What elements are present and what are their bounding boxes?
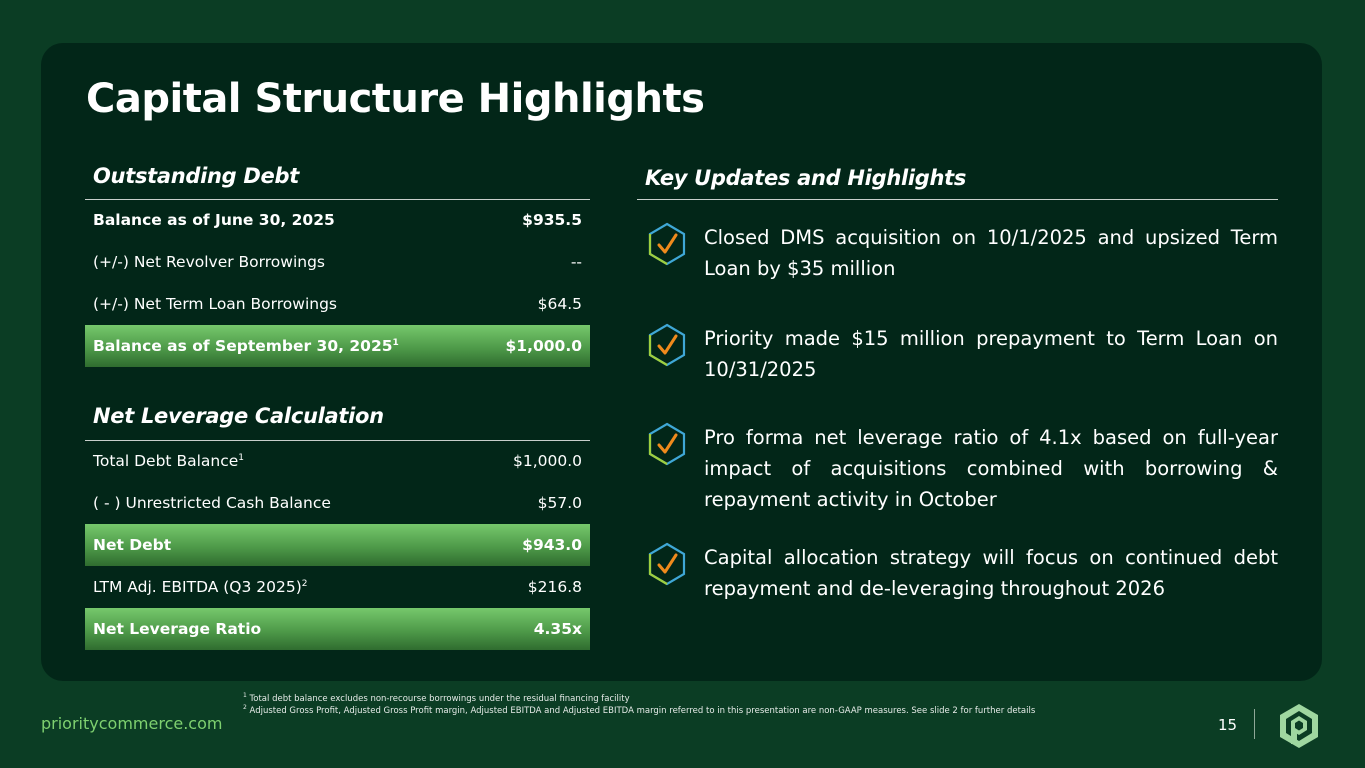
outstanding-debt-heading: Outstanding Debt: [93, 164, 299, 188]
row-value: --: [570, 253, 582, 271]
row-value: $1,000.0: [512, 452, 582, 470]
page-number: 15: [1218, 716, 1238, 734]
list-item: Capital allocation strategy will focus o…: [645, 542, 1278, 604]
list-item: Closed DMS acquisition on 10/1/2025 and …: [645, 222, 1278, 284]
row-label: Net Debt: [93, 536, 172, 554]
highlight-text: Priority made $15 million prepayment to …: [704, 327, 1278, 381]
row-value: $216.8: [527, 578, 582, 596]
table-row-net-debt: Net Debt $943.0: [85, 524, 590, 566]
highlight-text: Closed DMS acquisition on 10/1/2025 and …: [704, 226, 1278, 280]
row-value: $1,000.0: [505, 337, 583, 355]
footer-divider: [1254, 709, 1255, 739]
row-label: LTM Adj. EBITDA (Q3 2025)2: [93, 578, 308, 596]
footnote-mark: 1: [238, 452, 244, 463]
footnote-mark: 2: [301, 578, 308, 589]
row-label: Total Debt Balance1: [93, 452, 244, 470]
row-value: $943.0: [522, 536, 582, 554]
check-hexagon-icon: [648, 542, 686, 586]
table-row-total: Balance as of September 30, 20251 $1,000…: [85, 325, 590, 367]
row-value: $64.5: [537, 295, 582, 313]
list-item: Priority made $15 million prepayment to …: [645, 323, 1278, 385]
footnote-mark: 1: [392, 337, 399, 348]
footnote: 1 Total debt balance excludes non-recour…: [243, 692, 630, 704]
row-label: ( - ) Unrestricted Cash Balance: [93, 494, 331, 512]
net-leverage-table: Total Debt Balance1 $1,000.0 ( - ) Unres…: [85, 440, 590, 650]
highlight-text: Pro forma net leverage ratio of 4.1x bas…: [704, 426, 1278, 511]
row-value: $57.0: [537, 494, 582, 512]
table-row: LTM Adj. EBITDA (Q3 2025)2 $216.8: [85, 566, 590, 608]
footnotes: 1 Total debt balance excludes non-recour…: [243, 693, 1035, 717]
table-row: (+/-) Net Term Loan Borrowings $64.5: [85, 283, 590, 325]
key-updates-heading: Key Updates and Highlights: [645, 166, 967, 190]
priority-logo-icon: [1280, 704, 1318, 748]
key-updates-rule: [637, 199, 1278, 200]
table-row-net-leverage-ratio: Net Leverage Ratio 4.35x: [85, 608, 590, 650]
outstanding-debt-rule: [85, 199, 590, 200]
row-label: Balance as of June 30, 2025: [93, 211, 335, 229]
table-row: (+/-) Net Revolver Borrowings --: [85, 241, 590, 283]
page-title: Capital Structure Highlights: [86, 76, 705, 122]
website-link[interactable]: prioritycommerce.com: [41, 714, 223, 733]
check-hexagon-icon: [648, 222, 686, 266]
outstanding-debt-table: Balance as of June 30, 2025 $935.5 (+/-)…: [85, 199, 590, 367]
row-label: (+/-) Net Revolver Borrowings: [93, 253, 325, 271]
table-row: ( - ) Unrestricted Cash Balance $57.0: [85, 482, 590, 524]
net-leverage-rule: [85, 440, 590, 441]
row-label: (+/-) Net Term Loan Borrowings: [93, 295, 338, 313]
check-hexagon-icon: [648, 323, 686, 367]
row-value: $935.5: [522, 211, 582, 229]
net-leverage-heading: Net Leverage Calculation: [93, 404, 384, 428]
highlight-text: Capital allocation strategy will focus o…: [704, 546, 1278, 600]
list-item: Pro forma net leverage ratio of 4.1x bas…: [645, 422, 1278, 515]
footnote: 2 Adjusted Gross Profit, Adjusted Gross …: [243, 704, 1036, 716]
row-label: Balance as of September 30, 20251: [93, 337, 399, 355]
table-row: Total Debt Balance1 $1,000.0: [85, 440, 590, 482]
row-label: Net Leverage Ratio: [93, 620, 262, 638]
check-hexagon-icon: [648, 422, 686, 466]
row-value: 4.35x: [533, 620, 582, 638]
table-row: Balance as of June 30, 2025 $935.5: [85, 199, 590, 241]
